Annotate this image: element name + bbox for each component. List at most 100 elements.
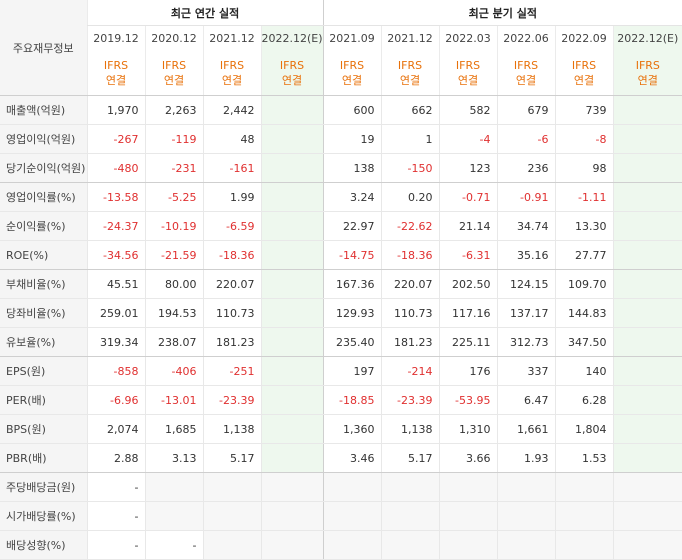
table-cell: 137.17: [496, 298, 556, 328]
ifrs-consolidated-label: IFRS 연결: [380, 51, 440, 96]
table-cell: [554, 472, 614, 502]
table-cell: 1.53: [554, 443, 614, 473]
table-cell: [260, 501, 324, 531]
consolidated-label: 연결: [221, 74, 243, 87]
table-cell: 600: [322, 95, 382, 125]
table-cell: -6.31: [438, 240, 498, 270]
row-label: PBR(배): [0, 443, 87, 473]
table-cell: 123: [438, 153, 498, 183]
table-cell: -119: [144, 124, 203, 154]
table-cell: [380, 501, 440, 531]
consolidated-label: 연결: [163, 74, 185, 87]
table-cell: -214: [380, 356, 440, 386]
table-cell: -18.85: [322, 385, 382, 415]
table-cell: 3.13: [144, 443, 203, 473]
table-cell: [612, 530, 682, 560]
table-cell: -1.11: [554, 182, 614, 212]
period-header: 2022.12(E): [612, 25, 682, 51]
table-cell: [496, 472, 556, 502]
table-cell: [260, 472, 324, 502]
table-cell: [322, 530, 382, 560]
row-label: EPS(원): [0, 356, 87, 386]
table-cell: [260, 124, 324, 154]
table-cell: [496, 530, 556, 560]
table-cell: [260, 211, 324, 241]
table-cell: [612, 240, 682, 270]
table-cell: -231: [144, 153, 203, 183]
ifrs-consolidated-label: IFRS 연결: [202, 51, 261, 96]
ifrs-consolidated-label: IFRS 연결: [496, 51, 556, 96]
ifrs-label: IFRS: [103, 59, 129, 72]
table-cell: -4: [438, 124, 498, 154]
table-cell: -: [86, 501, 145, 531]
table-cell: 1,138: [202, 414, 261, 444]
table-cell: 110.73: [202, 298, 261, 328]
table-cell: [612, 356, 682, 386]
table-cell: 176: [438, 356, 498, 386]
table-cell: 1,310: [438, 414, 498, 444]
table-cell: 662: [380, 95, 440, 125]
table-cell: -6: [496, 124, 556, 154]
table-cell: -6.59: [202, 211, 261, 241]
table-row: ROE(%) -34.56 -21.59 -18.36 -14.75 -18.36 -6.3…: [0, 240, 682, 270]
table-cell: 197: [322, 356, 382, 386]
table-cell: [322, 501, 382, 531]
table-cell: -251: [202, 356, 261, 386]
table-cell: 679: [496, 95, 556, 125]
period-header: 2021.12: [202, 25, 261, 51]
table-cell: 1,661: [496, 414, 556, 444]
ifrs-consolidated-label: IFRS 연결: [612, 51, 682, 96]
consolidated-label: 연결: [637, 74, 658, 87]
table-row: PER(배) -6.96 -13.01 -23.39 -18.85 -23.39 -53.9…: [0, 385, 682, 415]
table-cell: [612, 269, 682, 299]
table-cell: [438, 472, 498, 502]
table-cell: -0.71: [438, 182, 498, 212]
table-cell: 739: [554, 95, 614, 125]
ifrs-label: IFRS: [455, 59, 481, 72]
table-cell: 337: [496, 356, 556, 386]
consolidated-label: 연결: [457, 74, 479, 87]
table-cell: [202, 501, 261, 531]
table-cell: 98: [554, 153, 614, 183]
table-cell: 140: [554, 356, 614, 386]
table-cell: [438, 501, 498, 531]
table-cell: 2,442: [202, 95, 261, 125]
consolidated-label: 연결: [105, 74, 127, 87]
table-cell: -22.62: [380, 211, 440, 241]
ifrs-consolidated-label: IFRS 연결: [554, 51, 614, 96]
period-header: 2019.12: [86, 25, 145, 51]
table-cell: -23.39: [380, 385, 440, 415]
table-cell: 138: [322, 153, 382, 183]
table-cell: -10.19: [144, 211, 203, 241]
table-cell: -267: [86, 124, 145, 154]
table-cell: 21.14: [438, 211, 498, 241]
table-cell: 259.01: [86, 298, 145, 328]
table-cell: 117.16: [438, 298, 498, 328]
row-label: 매출액(억원): [0, 95, 87, 125]
table-cell: [202, 472, 261, 502]
table-row: 시가배당률(%) -: [0, 501, 682, 531]
table-cell: 19: [322, 124, 382, 154]
table-cell: [612, 385, 682, 415]
table-cell: [260, 414, 324, 444]
table-cell: 6.28: [554, 385, 614, 415]
period-header: 2021.09: [322, 25, 382, 51]
table-cell: 225.11: [438, 327, 498, 357]
table-row: 당좌비율(%) 259.01 194.53 110.73 129.93 110.73 117…: [0, 298, 682, 328]
table-cell: 194.53: [144, 298, 203, 328]
row-label: 배당성향(%): [0, 530, 87, 560]
table-cell: 236: [496, 153, 556, 183]
row-label: PER(배): [0, 385, 87, 415]
table-cell: 27.77: [554, 240, 614, 270]
table-cell: 181.23: [380, 327, 440, 357]
table-cell: [612, 501, 682, 531]
period-header: 2020.12: [144, 25, 203, 51]
table-cell: 13.30: [554, 211, 614, 241]
table-row: EPS(원) -858 -406 -251 197 -214 176 337 140: [0, 356, 682, 386]
row-label: 부채비율(%): [0, 269, 87, 299]
consolidated-label: 연결: [281, 74, 303, 87]
ifrs-label: IFRS: [161, 59, 187, 72]
table-cell: 6.47: [496, 385, 556, 415]
period-header: 2022.06: [496, 25, 556, 51]
table-cell: [260, 298, 324, 328]
